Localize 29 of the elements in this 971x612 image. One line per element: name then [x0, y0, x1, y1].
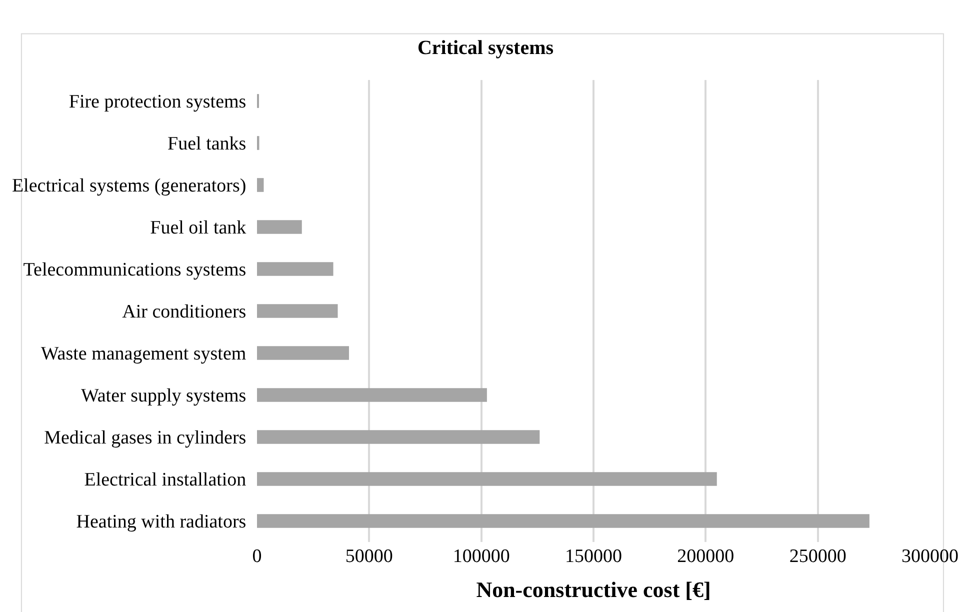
x-tick-label: 0 — [252, 546, 262, 567]
bar — [257, 472, 717, 486]
x-tick-label: 300000 — [902, 546, 958, 567]
x-tick-label: 200000 — [677, 546, 734, 567]
x-tick-label: 100000 — [452, 546, 510, 567]
y-tick-label: Fuel tanks — [168, 134, 246, 155]
x-tick-label: 250000 — [789, 546, 846, 567]
bar — [257, 304, 338, 318]
bar — [257, 346, 349, 360]
y-tick-label: Telecommunications systems — [23, 260, 246, 281]
bar — [257, 430, 540, 444]
x-tick-label: 50000 — [345, 546, 393, 567]
y-tick-label: Heating with radiators — [76, 512, 246, 533]
chart-title: Critical systems — [417, 36, 554, 59]
y-tick-label: Fuel oil tank — [150, 218, 247, 239]
y-tick-label: Electrical systems (generators) — [12, 176, 246, 197]
bar — [257, 178, 264, 192]
x-axis-title: Non-constructive cost [€] — [476, 576, 711, 602]
y-tick-label: Fire protection systems — [68, 92, 246, 113]
bar — [257, 262, 334, 276]
y-tick-label: Air conditioners — [122, 302, 246, 323]
bar — [257, 514, 870, 528]
bar — [257, 220, 302, 234]
y-tick-label: Waste management system — [40, 344, 246, 365]
x-tick-label: 150000 — [565, 546, 622, 567]
y-tick-label: Electrical installation — [84, 470, 247, 491]
bar — [257, 388, 487, 402]
y-tick-label: Medical gases in cylinders — [44, 428, 246, 449]
y-tick-label: Water supply systems — [80, 386, 246, 407]
